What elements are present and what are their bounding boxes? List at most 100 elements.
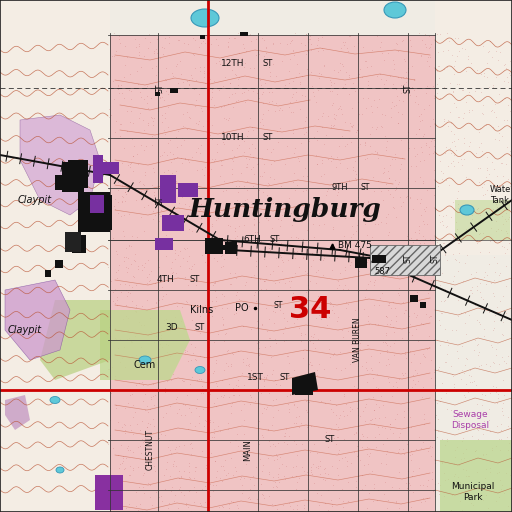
Point xyxy=(227,245,235,253)
Point xyxy=(140,227,148,235)
Point xyxy=(162,340,170,348)
Point xyxy=(450,99,458,108)
Point xyxy=(474,339,482,348)
Point xyxy=(172,269,180,277)
Point xyxy=(211,292,220,301)
Point xyxy=(504,78,512,87)
Point xyxy=(242,163,250,171)
Point xyxy=(453,481,461,489)
Point xyxy=(214,215,222,223)
Point xyxy=(287,232,295,241)
Point xyxy=(327,300,335,308)
Point xyxy=(329,223,337,231)
Bar xyxy=(72,235,86,253)
Point xyxy=(226,222,234,230)
Point xyxy=(151,211,159,220)
Point xyxy=(280,437,288,445)
Point xyxy=(269,366,278,374)
Point xyxy=(179,440,187,449)
Point xyxy=(467,202,475,210)
Point xyxy=(177,487,185,496)
Point xyxy=(357,443,366,451)
Point xyxy=(378,49,387,57)
Point xyxy=(385,174,393,182)
Point xyxy=(148,196,156,204)
Point xyxy=(443,29,452,37)
Point xyxy=(390,65,398,73)
Point xyxy=(215,232,223,241)
Point xyxy=(377,38,385,47)
Point xyxy=(270,175,278,183)
Point xyxy=(415,125,423,134)
Point xyxy=(433,80,441,88)
Point xyxy=(109,287,117,295)
Point xyxy=(426,39,435,48)
Point xyxy=(336,269,345,278)
Point xyxy=(169,370,178,378)
Point xyxy=(314,462,323,470)
Point xyxy=(313,34,322,42)
Point xyxy=(421,234,430,243)
Point xyxy=(254,338,263,346)
Point xyxy=(240,380,248,389)
Point xyxy=(312,449,321,457)
Point xyxy=(486,467,495,476)
Point xyxy=(299,353,307,361)
Point xyxy=(162,231,170,240)
Point xyxy=(222,115,230,123)
Point xyxy=(486,237,495,245)
Point xyxy=(150,168,158,177)
Point xyxy=(340,390,348,398)
Point xyxy=(122,504,130,512)
Point xyxy=(410,277,418,285)
Point xyxy=(255,440,263,448)
Point xyxy=(334,276,342,285)
Point xyxy=(410,144,418,152)
Point xyxy=(135,189,143,197)
Point xyxy=(362,104,370,112)
Point xyxy=(455,79,463,88)
Point xyxy=(193,376,201,385)
Point xyxy=(386,228,394,236)
Point xyxy=(452,257,460,265)
Point xyxy=(375,302,383,310)
Point xyxy=(343,304,351,312)
Point xyxy=(284,257,292,265)
Point xyxy=(127,425,135,434)
Point xyxy=(239,40,247,49)
Point xyxy=(503,142,511,151)
Point xyxy=(402,354,410,362)
Point xyxy=(462,209,470,218)
Polygon shape xyxy=(435,0,512,255)
Point xyxy=(199,121,207,130)
Point xyxy=(463,409,471,417)
Point xyxy=(455,460,463,468)
Point xyxy=(473,204,481,212)
Point xyxy=(384,355,392,363)
Point xyxy=(186,474,194,482)
Point xyxy=(272,253,280,262)
Point xyxy=(268,421,276,430)
Point xyxy=(152,298,160,306)
Point xyxy=(408,473,416,481)
Text: Cem: Cem xyxy=(134,360,156,370)
Point xyxy=(160,44,168,52)
Point xyxy=(193,203,201,211)
Point xyxy=(447,213,455,221)
Point xyxy=(166,401,174,410)
Point xyxy=(111,52,119,60)
Point xyxy=(443,257,451,265)
Point xyxy=(303,468,311,476)
Point xyxy=(148,132,157,140)
Point xyxy=(448,370,456,378)
Point xyxy=(287,277,295,285)
Point xyxy=(302,288,310,296)
Point xyxy=(237,169,245,177)
Point xyxy=(266,442,274,451)
Point xyxy=(178,303,186,311)
Point xyxy=(429,487,437,495)
Point xyxy=(123,288,132,296)
Point xyxy=(309,338,317,347)
Point xyxy=(354,193,362,201)
Point xyxy=(494,225,502,233)
